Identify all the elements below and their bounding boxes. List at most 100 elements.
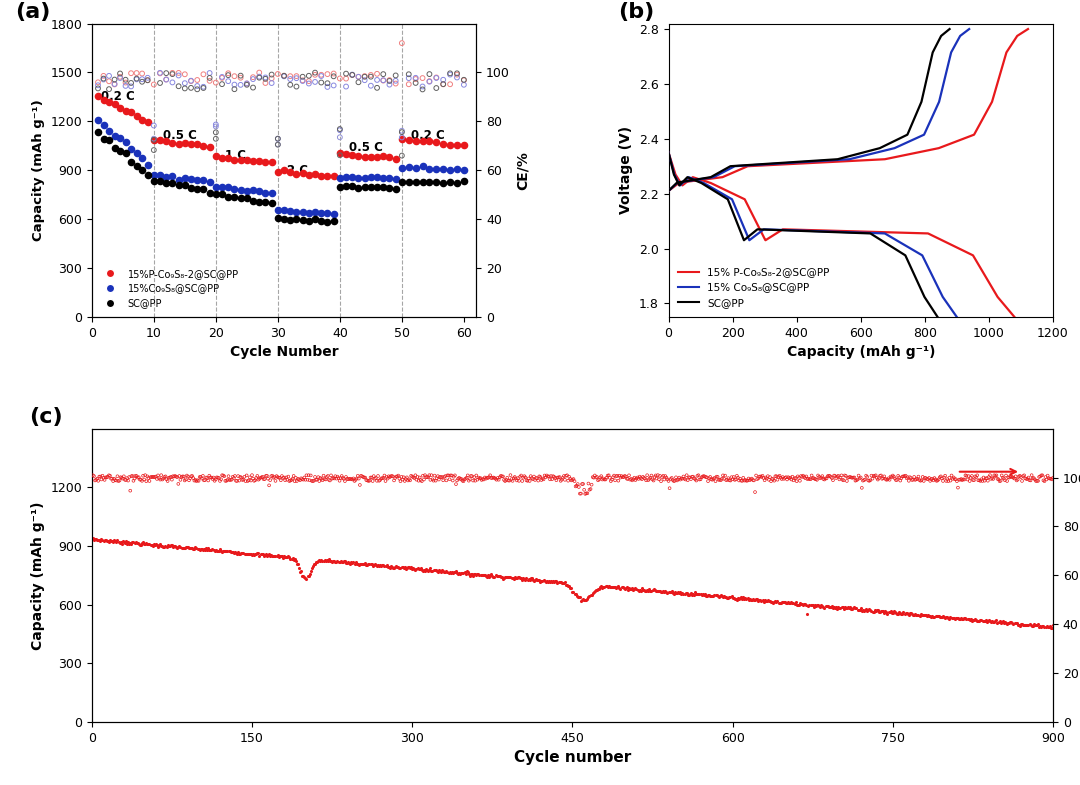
Point (320, 469, 337, 482)
Point (538, 469, 555, 482)
Point (618, 581, 635, 593)
Point (189, 83, 206, 96)
Point (901, 474, 918, 487)
Point (430, 564, 447, 577)
Point (102, 469, 119, 482)
Point (271, 550, 288, 563)
Point (878, 473, 895, 486)
Point (275, 212, 293, 225)
Point (465, 568, 483, 580)
Point (350, 473, 367, 485)
Point (166, 540, 184, 553)
Point (759, 470, 777, 483)
Point (947, 473, 964, 485)
Point (740, 593, 757, 606)
Point (234, 473, 252, 486)
Point (409, 562, 427, 575)
Point (286, 553, 303, 566)
Point (690, 469, 707, 481)
Point (931, 471, 948, 484)
Point (667, 586, 685, 599)
Point (457, 568, 474, 580)
Point (812, 599, 829, 612)
Point (232, 71, 249, 84)
Point (257, 187, 274, 199)
Point (219, 181, 237, 193)
Point (973, 614, 990, 626)
Point (543, 575, 561, 588)
Point (421, 75, 438, 88)
Point (183, 75, 200, 87)
Point (312, 76, 329, 89)
Point (157, 540, 174, 553)
Point (405, 471, 422, 484)
Point (666, 474, 684, 487)
Point (615, 471, 632, 484)
Point (501, 474, 518, 487)
Point (983, 473, 1000, 485)
Point (158, 170, 175, 183)
Point (108, 535, 125, 548)
Point (879, 608, 896, 620)
Point (806, 473, 823, 485)
Point (389, 470, 406, 483)
Point (226, 472, 243, 484)
Point (381, 172, 399, 184)
Point (171, 540, 188, 553)
Point (418, 562, 435, 575)
Point (777, 596, 794, 608)
Point (836, 469, 853, 482)
Point (829, 601, 847, 613)
Point (833, 601, 850, 614)
Point (714, 469, 731, 482)
Point (685, 470, 702, 483)
Point (337, 180, 354, 192)
Point (648, 584, 665, 597)
Point (229, 469, 246, 482)
Point (348, 473, 365, 485)
Point (359, 474, 376, 487)
Point (179, 541, 197, 553)
Point (214, 546, 231, 558)
Point (837, 469, 854, 482)
Point (1009, 619, 1026, 631)
Point (475, 473, 492, 486)
Point (239, 78, 256, 91)
Point (134, 75, 151, 88)
Point (549, 471, 566, 484)
Point (312, 206, 329, 219)
Point (584, 471, 602, 484)
Point (431, 470, 448, 483)
Point (136, 469, 153, 481)
Point (107, 474, 124, 487)
Point (813, 470, 831, 483)
Point (287, 72, 305, 85)
Point (446, 566, 463, 579)
Point (206, 545, 224, 557)
Point (414, 80, 431, 93)
Point (895, 470, 913, 483)
Point (109, 534, 126, 546)
Point (943, 469, 960, 482)
Point (422, 469, 440, 481)
Point (567, 588, 584, 601)
Point (621, 473, 638, 486)
Point (332, 172, 349, 184)
Point (194, 68, 212, 81)
Point (291, 473, 308, 486)
Point (323, 469, 340, 482)
Point (424, 564, 442, 576)
Point (153, 540, 171, 553)
Point (138, 470, 156, 483)
Point (393, 162, 410, 175)
Point (123, 538, 140, 550)
Point (129, 469, 146, 482)
Point (194, 544, 212, 557)
Text: 0.2 C: 0.2 C (411, 130, 445, 142)
Point (818, 472, 835, 484)
Point (356, 557, 374, 570)
Point (595, 580, 612, 593)
Point (1044, 619, 1062, 631)
Point (315, 469, 333, 482)
Point (552, 475, 569, 487)
